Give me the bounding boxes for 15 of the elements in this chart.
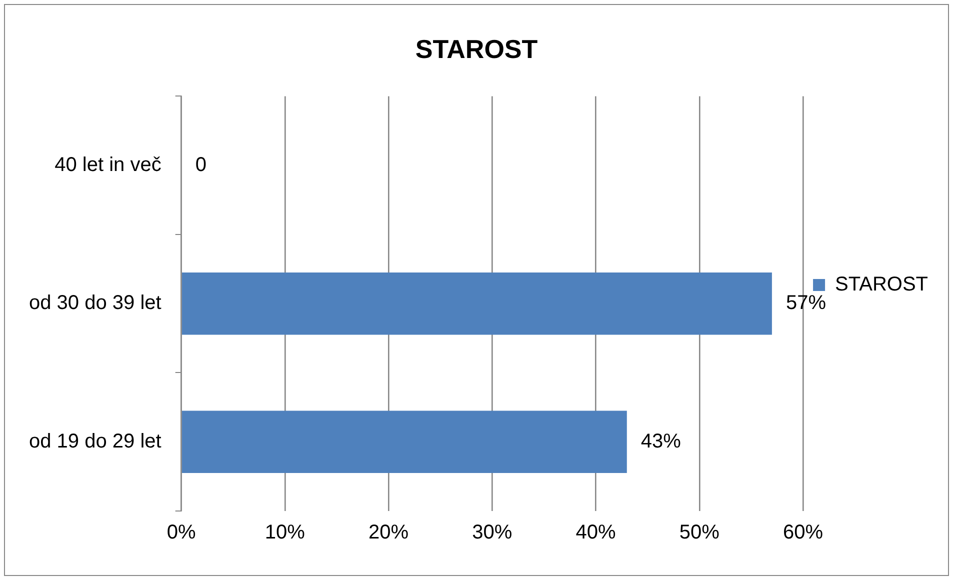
y-tick-label: od 19 do 29 let — [28, 430, 162, 452]
data-label: 43% — [640, 430, 682, 452]
data-label: 57% — [786, 292, 826, 314]
x-tick-label: 30% — [472, 522, 512, 544]
x-tick-label: 0% — [166, 522, 196, 544]
x-tick-label: 60% — [783, 522, 824, 544]
legend-label: STAROST — [835, 274, 928, 296]
y-tick-label: 40 let in več — [54, 154, 162, 176]
chart-title: STAROST — [415, 34, 538, 64]
x-tick-label: 20% — [368, 522, 409, 544]
y-tick-label: od 30 do 39 let — [28, 292, 162, 314]
x-tick-label: 40% — [576, 522, 616, 544]
x-tick-label: 50% — [679, 522, 720, 544]
data-label: 0 — [195, 154, 206, 176]
x-tick-label: 10% — [264, 522, 306, 544]
